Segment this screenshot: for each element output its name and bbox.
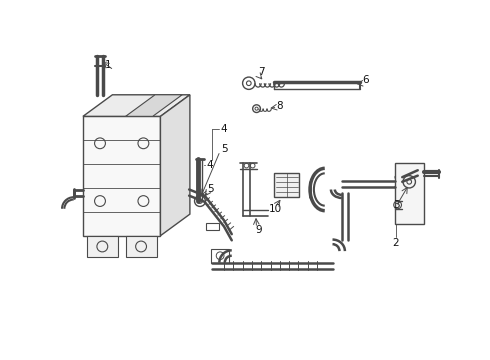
Text: 6: 6	[363, 75, 369, 85]
Bar	[206, 222, 219, 230]
Polygon shape	[125, 95, 182, 116]
Text: 10: 10	[269, 204, 282, 214]
Text: 4: 4	[220, 125, 227, 134]
Polygon shape	[160, 95, 190, 236]
Bar	[125, 236, 157, 257]
Text: 5: 5	[207, 184, 213, 194]
Text: 7: 7	[258, 67, 265, 77]
Bar	[83, 116, 160, 236]
Text: 1: 1	[104, 60, 111, 70]
Polygon shape	[83, 95, 190, 116]
Text: 2: 2	[393, 238, 399, 248]
Bar	[211, 249, 229, 263]
Text: 8: 8	[276, 101, 283, 111]
Text: 3: 3	[393, 200, 399, 210]
Bar	[394, 163, 424, 224]
Bar	[274, 172, 299, 197]
Text: 4: 4	[207, 160, 213, 170]
Bar	[87, 236, 118, 257]
Text: 5: 5	[220, 144, 227, 154]
Text: 9: 9	[256, 225, 262, 235]
